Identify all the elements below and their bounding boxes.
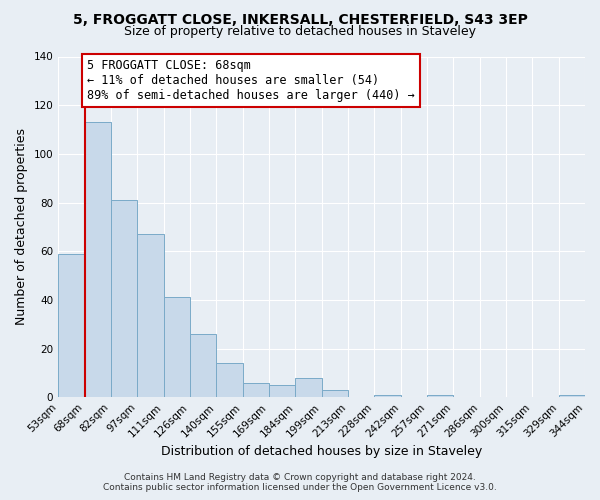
Bar xyxy=(164,298,190,397)
Bar xyxy=(427,395,453,397)
Bar xyxy=(58,254,85,397)
Bar xyxy=(190,334,216,397)
Bar xyxy=(242,382,269,397)
Bar xyxy=(216,363,242,397)
Text: 5 FROGGATT CLOSE: 68sqm
← 11% of detached houses are smaller (54)
89% of semi-de: 5 FROGGATT CLOSE: 68sqm ← 11% of detache… xyxy=(87,59,415,102)
Bar xyxy=(322,390,348,397)
Bar xyxy=(85,122,111,397)
Bar xyxy=(137,234,164,397)
Text: Contains HM Land Registry data © Crown copyright and database right 2024.
Contai: Contains HM Land Registry data © Crown c… xyxy=(103,473,497,492)
Bar xyxy=(269,385,295,397)
Bar xyxy=(111,200,137,397)
Y-axis label: Number of detached properties: Number of detached properties xyxy=(15,128,28,326)
Bar xyxy=(295,378,322,397)
X-axis label: Distribution of detached houses by size in Staveley: Distribution of detached houses by size … xyxy=(161,444,482,458)
Text: Size of property relative to detached houses in Staveley: Size of property relative to detached ho… xyxy=(124,25,476,38)
Bar xyxy=(559,395,585,397)
Text: 5, FROGGATT CLOSE, INKERSALL, CHESTERFIELD, S43 3EP: 5, FROGGATT CLOSE, INKERSALL, CHESTERFIE… xyxy=(73,12,527,26)
Bar xyxy=(374,395,401,397)
